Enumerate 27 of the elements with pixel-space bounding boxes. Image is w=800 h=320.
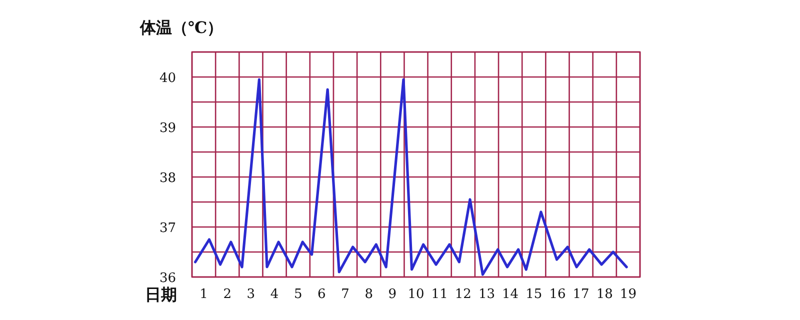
x-tick-label: 5 (294, 287, 302, 302)
y-tick-label: 40 (159, 71, 176, 86)
x-tick-label: 10 (408, 287, 424, 302)
x-tick-label: 13 (478, 287, 496, 302)
x-tick-label: 9 (388, 287, 397, 302)
y-tick-label: 38 (159, 171, 176, 186)
x-tick-label: 14 (502, 287, 519, 302)
y-tick-label: 36 (159, 271, 176, 286)
x-axis-title: 日期 (145, 285, 177, 304)
x-tick-label: 18 (596, 287, 613, 302)
x-tick-label: 19 (620, 287, 636, 302)
x-tick-label: 6 (318, 287, 326, 302)
x-tick-label: 16 (549, 287, 566, 302)
y-tick-label: 39 (159, 121, 176, 136)
x-tick-label: 2 (223, 287, 232, 302)
x-tick-label: 1 (200, 287, 208, 302)
x-tick-label: 15 (526, 287, 542, 302)
line-series (194, 78, 628, 276)
y-tick-label: 37 (159, 221, 176, 236)
y-axis-title: 体温（℃） (139, 18, 224, 37)
x-tick-label: 8 (364, 287, 373, 302)
x-tick-label: 7 (341, 287, 350, 302)
x-tick-label: 12 (454, 287, 472, 302)
x-tick-label: 3 (246, 287, 256, 302)
x-tick-label: 11 (431, 287, 448, 302)
x-tick-label: 4 (270, 287, 279, 302)
x-tick-label: 17 (572, 287, 590, 302)
